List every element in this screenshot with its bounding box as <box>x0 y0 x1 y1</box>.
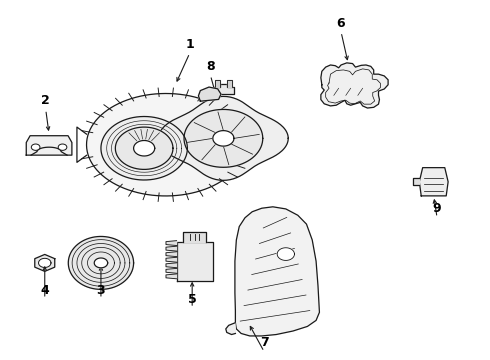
Polygon shape <box>215 80 220 87</box>
Polygon shape <box>213 131 234 146</box>
Polygon shape <box>413 178 419 185</box>
Polygon shape <box>166 269 176 273</box>
Polygon shape <box>26 136 72 155</box>
Polygon shape <box>226 323 235 334</box>
Text: 5: 5 <box>188 293 196 306</box>
Text: 7: 7 <box>260 337 269 350</box>
Polygon shape <box>115 127 173 170</box>
Text: 2: 2 <box>41 94 50 107</box>
Polygon shape <box>101 117 187 180</box>
Polygon shape <box>94 258 108 268</box>
Circle shape <box>58 144 67 150</box>
Polygon shape <box>277 248 294 260</box>
Polygon shape <box>183 232 206 242</box>
Polygon shape <box>321 63 388 108</box>
Polygon shape <box>166 263 176 268</box>
Polygon shape <box>35 255 55 271</box>
Polygon shape <box>68 237 134 289</box>
Circle shape <box>31 144 40 150</box>
Polygon shape <box>235 207 319 336</box>
Polygon shape <box>198 87 221 101</box>
Text: 4: 4 <box>40 284 49 297</box>
Text: 3: 3 <box>97 284 105 297</box>
Polygon shape <box>166 246 176 251</box>
Text: 1: 1 <box>185 38 194 51</box>
Polygon shape <box>213 84 234 94</box>
Polygon shape <box>166 252 176 257</box>
Text: 8: 8 <box>206 60 215 73</box>
Polygon shape <box>166 274 176 279</box>
Text: 6: 6 <box>337 17 345 30</box>
Polygon shape <box>159 96 288 180</box>
Polygon shape <box>39 258 51 267</box>
Polygon shape <box>419 168 448 196</box>
Text: 9: 9 <box>433 202 441 215</box>
Polygon shape <box>176 242 213 280</box>
Polygon shape <box>134 140 155 156</box>
Polygon shape <box>166 241 176 246</box>
Polygon shape <box>87 94 245 196</box>
Polygon shape <box>166 257 176 262</box>
Polygon shape <box>227 80 232 87</box>
Polygon shape <box>184 109 263 167</box>
